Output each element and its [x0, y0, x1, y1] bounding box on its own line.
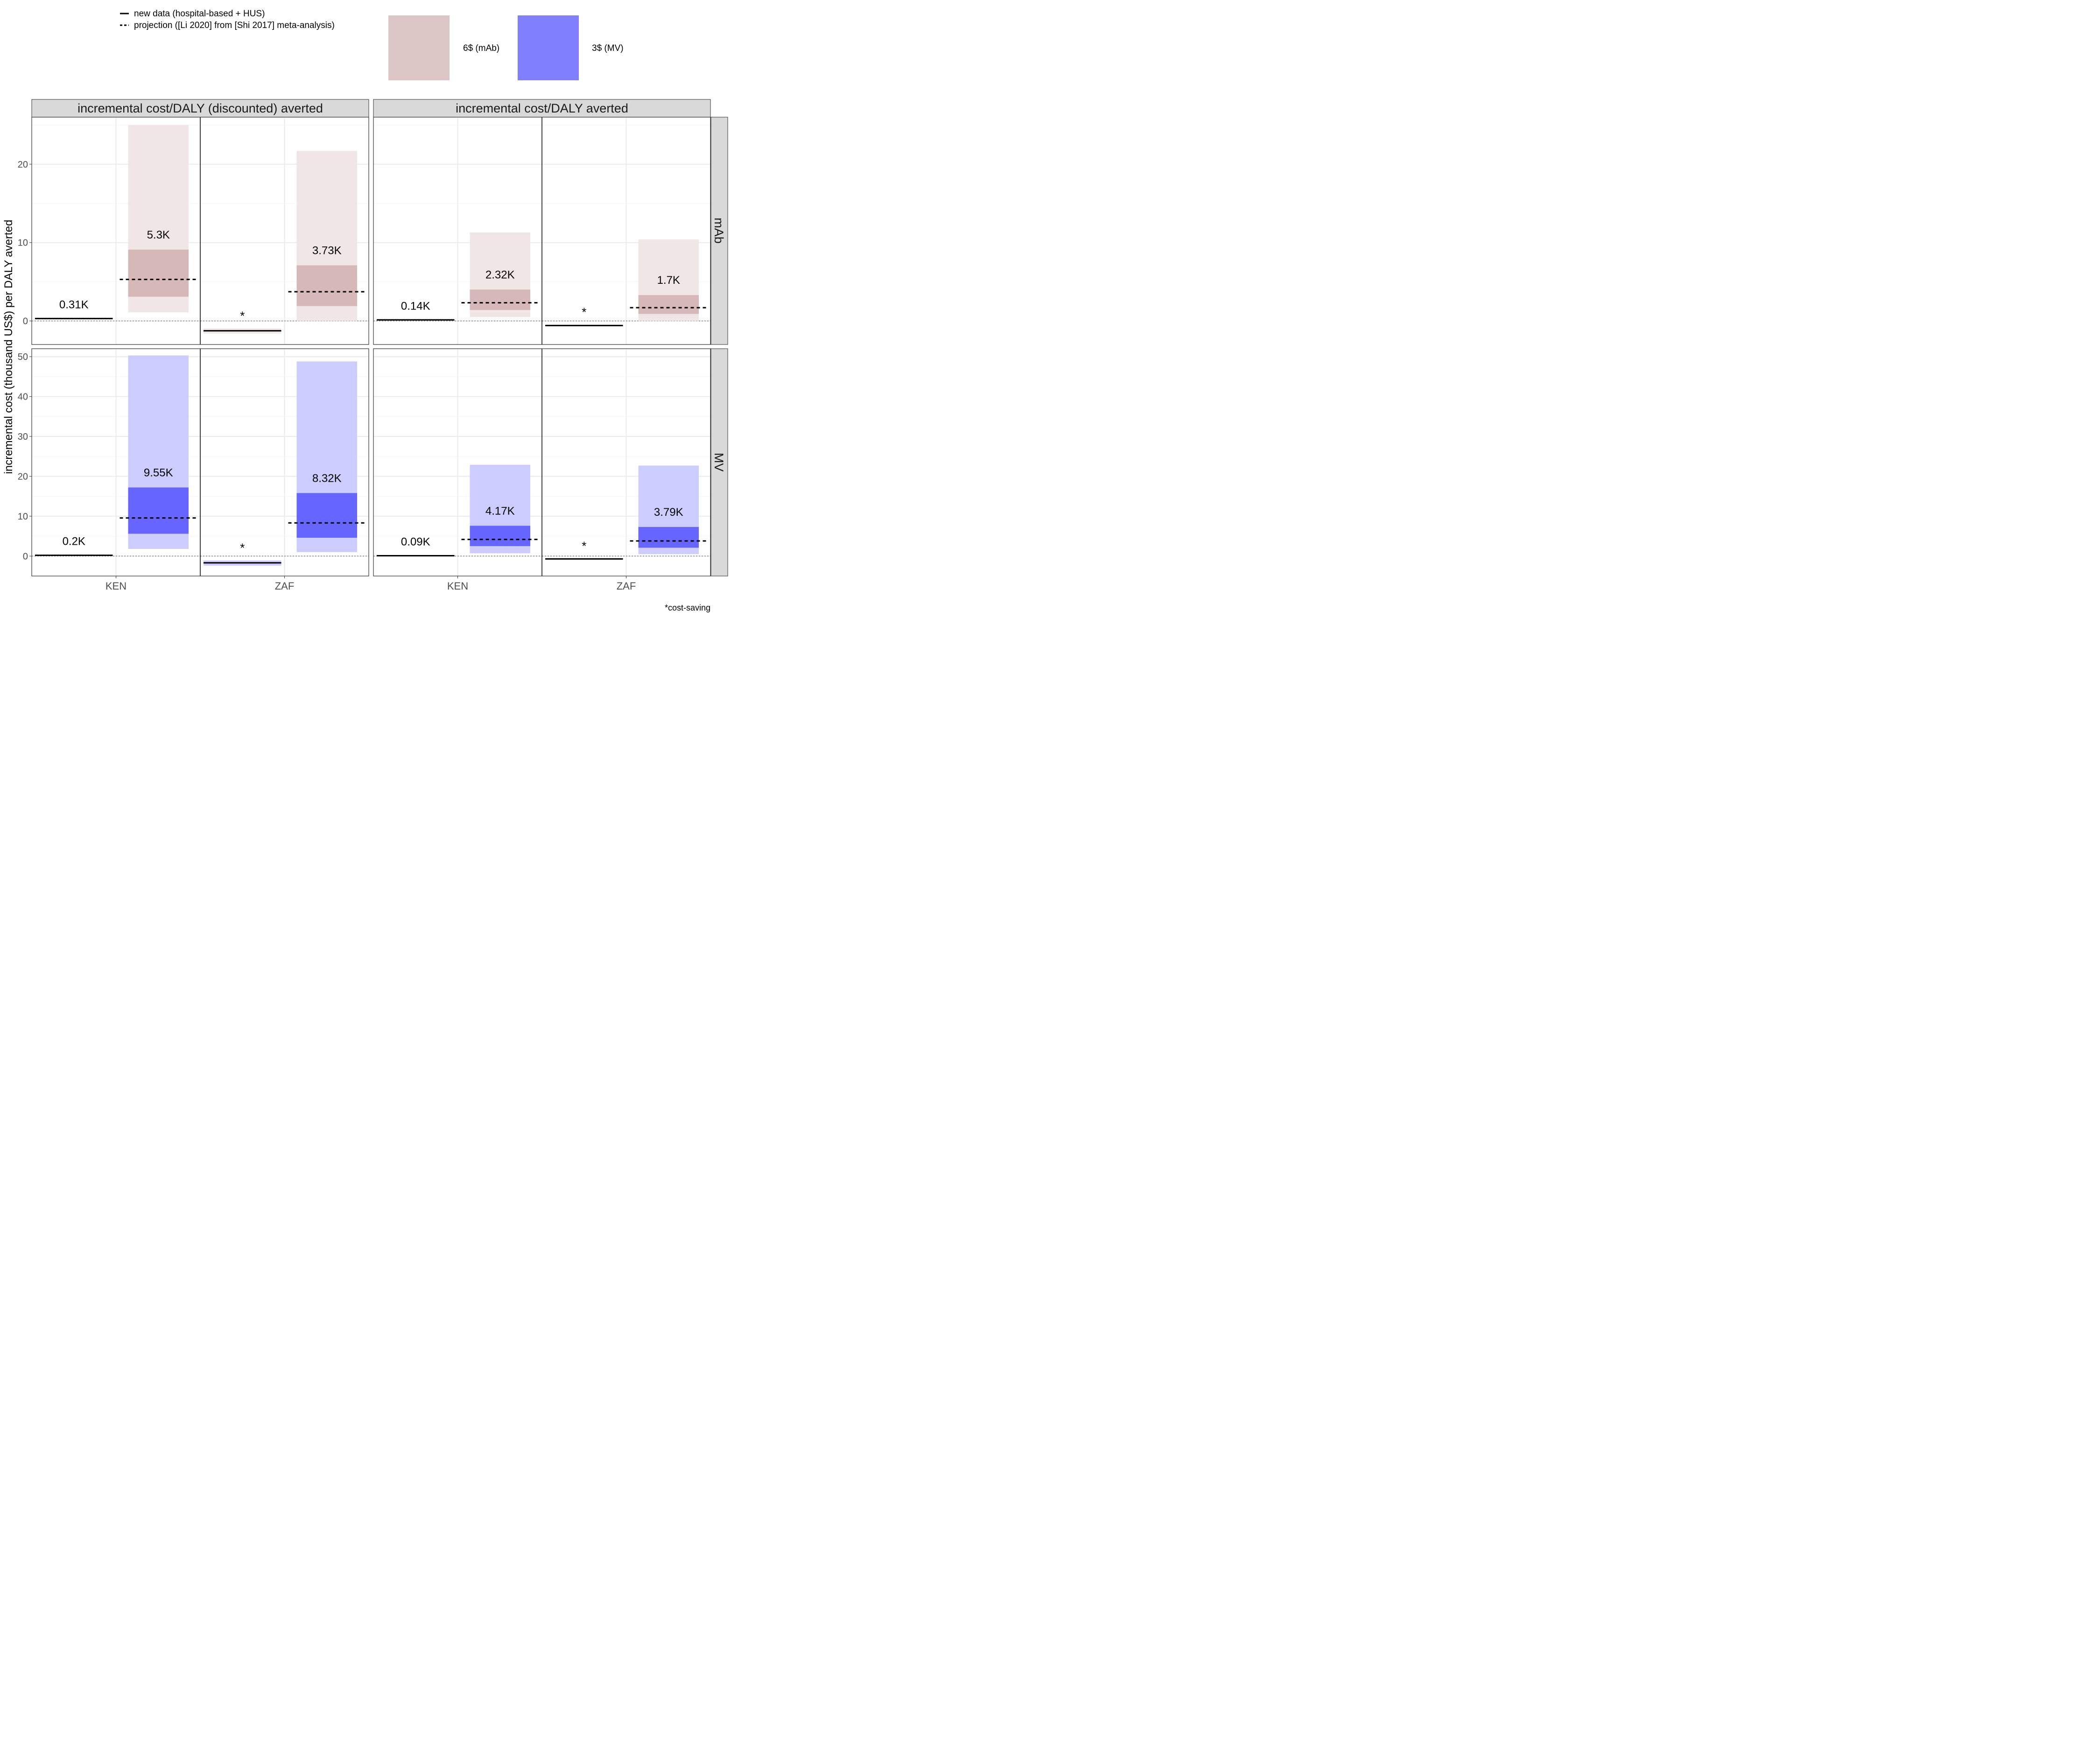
- panel-mab-col1-ken-projection-inner-range: [128, 249, 189, 297]
- panel-mab-col2-ken-projection-label: 2.32K: [485, 268, 515, 281]
- legend: new data (hospital-based + HUS) projecti…: [120, 9, 624, 80]
- y-tick-label-mv: 40: [18, 392, 28, 402]
- column-title-discounted: incremental cost/DALY (discounted) avert…: [77, 101, 323, 115]
- legend-projection-label: projection ([Li 2020] from [Shi 2017] me…: [134, 21, 335, 30]
- panels: 0.31K 5.3K * 3.73K 0 10 20 0.14K 2.32K * 1.7K 0.2K 9…: [18, 117, 711, 592]
- footnote-cost-saving: *cost-saving: [665, 603, 710, 612]
- row-title-mv: MV: [712, 453, 726, 472]
- panel-mab-col1: 0.31K 5.3K * 3.73K: [31, 117, 369, 345]
- row-title-mab: mAb: [712, 218, 726, 244]
- legend-mv-label: 3$ (MV): [592, 43, 624, 53]
- panel-mv-col1-zaf-new-data-label: *: [240, 541, 245, 555]
- legend-mv-swatch: [518, 15, 579, 80]
- panel-mv-col1: 0.2K 9.55K * 8.32K: [31, 348, 369, 576]
- panel-mab-col1-ken-projection-label: 5.3K: [147, 229, 170, 241]
- panel-mab-col2-ken-projection-inner-range: [470, 289, 530, 310]
- column-strip-discounted: [31, 99, 369, 118]
- panel-mv-col2-zaf-projection-label: 3.79K: [654, 506, 683, 519]
- panel-mv-col2-zaf-new-data-label: *: [582, 539, 586, 553]
- panel-mv-col1-zaf-projection-inner-range: [296, 493, 357, 538]
- panel-mab-col1-ken-new-data-label: 0.31K: [59, 298, 89, 311]
- x-tick-label-zaf: ZAF: [617, 580, 636, 592]
- panel-mv-col1-ken-projection-inner-range: [128, 487, 189, 534]
- panel-mv-col2: 0.09K 4.17K * 3.79K: [373, 348, 711, 576]
- y-tick-label-mab: 0: [23, 316, 28, 327]
- panel-mv-col1-zaf-projection-label: 8.32K: [312, 472, 342, 485]
- panel-mv-col2-ken-new-data-label: 0.09K: [401, 536, 430, 548]
- panel-mab-col2: 0.14K 2.32K * 1.7K: [373, 117, 711, 345]
- panel-mab-col2-zaf-projection-inner-range: [638, 295, 699, 314]
- legend-mab-swatch: [388, 15, 450, 80]
- legend-mab-label: 6$ (mAb): [463, 43, 499, 53]
- panel-mv-col1-ken-projection-label: 9.55K: [144, 466, 173, 479]
- x-tick-label-ken: KEN: [447, 580, 468, 592]
- panel-mab-col1-zaf-new-data-label: *: [240, 309, 245, 323]
- panel-mab-col1-border: [31, 117, 369, 345]
- y-tick-label-mv: 0: [23, 551, 28, 562]
- panel-mv-col1-ken-new-data-label: 0.2K: [63, 535, 85, 548]
- panel-mab-col2-border: [373, 117, 711, 345]
- panel-mv-col1-border: [31, 348, 369, 576]
- row-strips: mAb MV: [710, 117, 728, 576]
- column-strips: incremental cost/DALY (discounted) avert…: [31, 99, 711, 118]
- y-axis-title: incremental cost (thousand US$) per DALY…: [2, 220, 15, 474]
- panel-mv-col2-content: 0.09K 4.17K * 3.79K: [373, 349, 710, 576]
- panel-mab-col1-content: 0.31K 5.3K * 3.73K: [32, 117, 369, 344]
- x-tick-label-zaf: ZAF: [275, 580, 295, 592]
- y-tick-label-mv: 50: [18, 352, 28, 362]
- legend-new-data-label: new data (hospital-based + HUS): [134, 9, 265, 19]
- row-strip-mv: [710, 348, 728, 576]
- row-strip-mab: [710, 117, 728, 345]
- panel-mab-col2-zaf-new-data-label: *: [582, 305, 586, 319]
- cost-effectiveness-figure: new data (hospital-based + HUS) projecti…: [0, 0, 732, 616]
- y-tick-label-mv: 20: [18, 471, 28, 482]
- panel-mab-col1-zaf-projection-label: 3.73K: [312, 244, 342, 257]
- panel-mab-col1-zaf-projection-inner-range: [296, 265, 357, 306]
- panel-mv-col2-border: [373, 348, 711, 576]
- column-title-undiscounted: incremental cost/DALY averted: [456, 101, 628, 115]
- y-tick-label-mab: 10: [18, 238, 28, 248]
- panel-mv-col2-ken-projection-label: 4.17K: [485, 505, 515, 517]
- x-tick-label-ken: KEN: [105, 580, 127, 592]
- panel-mab-col2-ken-new-data-label: 0.14K: [401, 300, 430, 312]
- panel-mv-col2-zaf-projection-inner-range: [638, 527, 699, 548]
- y-tick-label-mv: 30: [18, 432, 28, 442]
- y-tick-label-mv: 10: [18, 512, 28, 522]
- panel-mab-col2-zaf-projection-label: 1.7K: [657, 274, 680, 287]
- y-tick-label-mab: 20: [18, 160, 28, 170]
- panel-mv-col1-content: 0.2K 9.55K * 8.32K: [32, 349, 369, 576]
- panel-mab-col2-content: 0.14K 2.32K * 1.7K: [373, 117, 710, 344]
- panel-mv-col2-ken-projection-inner-range: [470, 526, 530, 546]
